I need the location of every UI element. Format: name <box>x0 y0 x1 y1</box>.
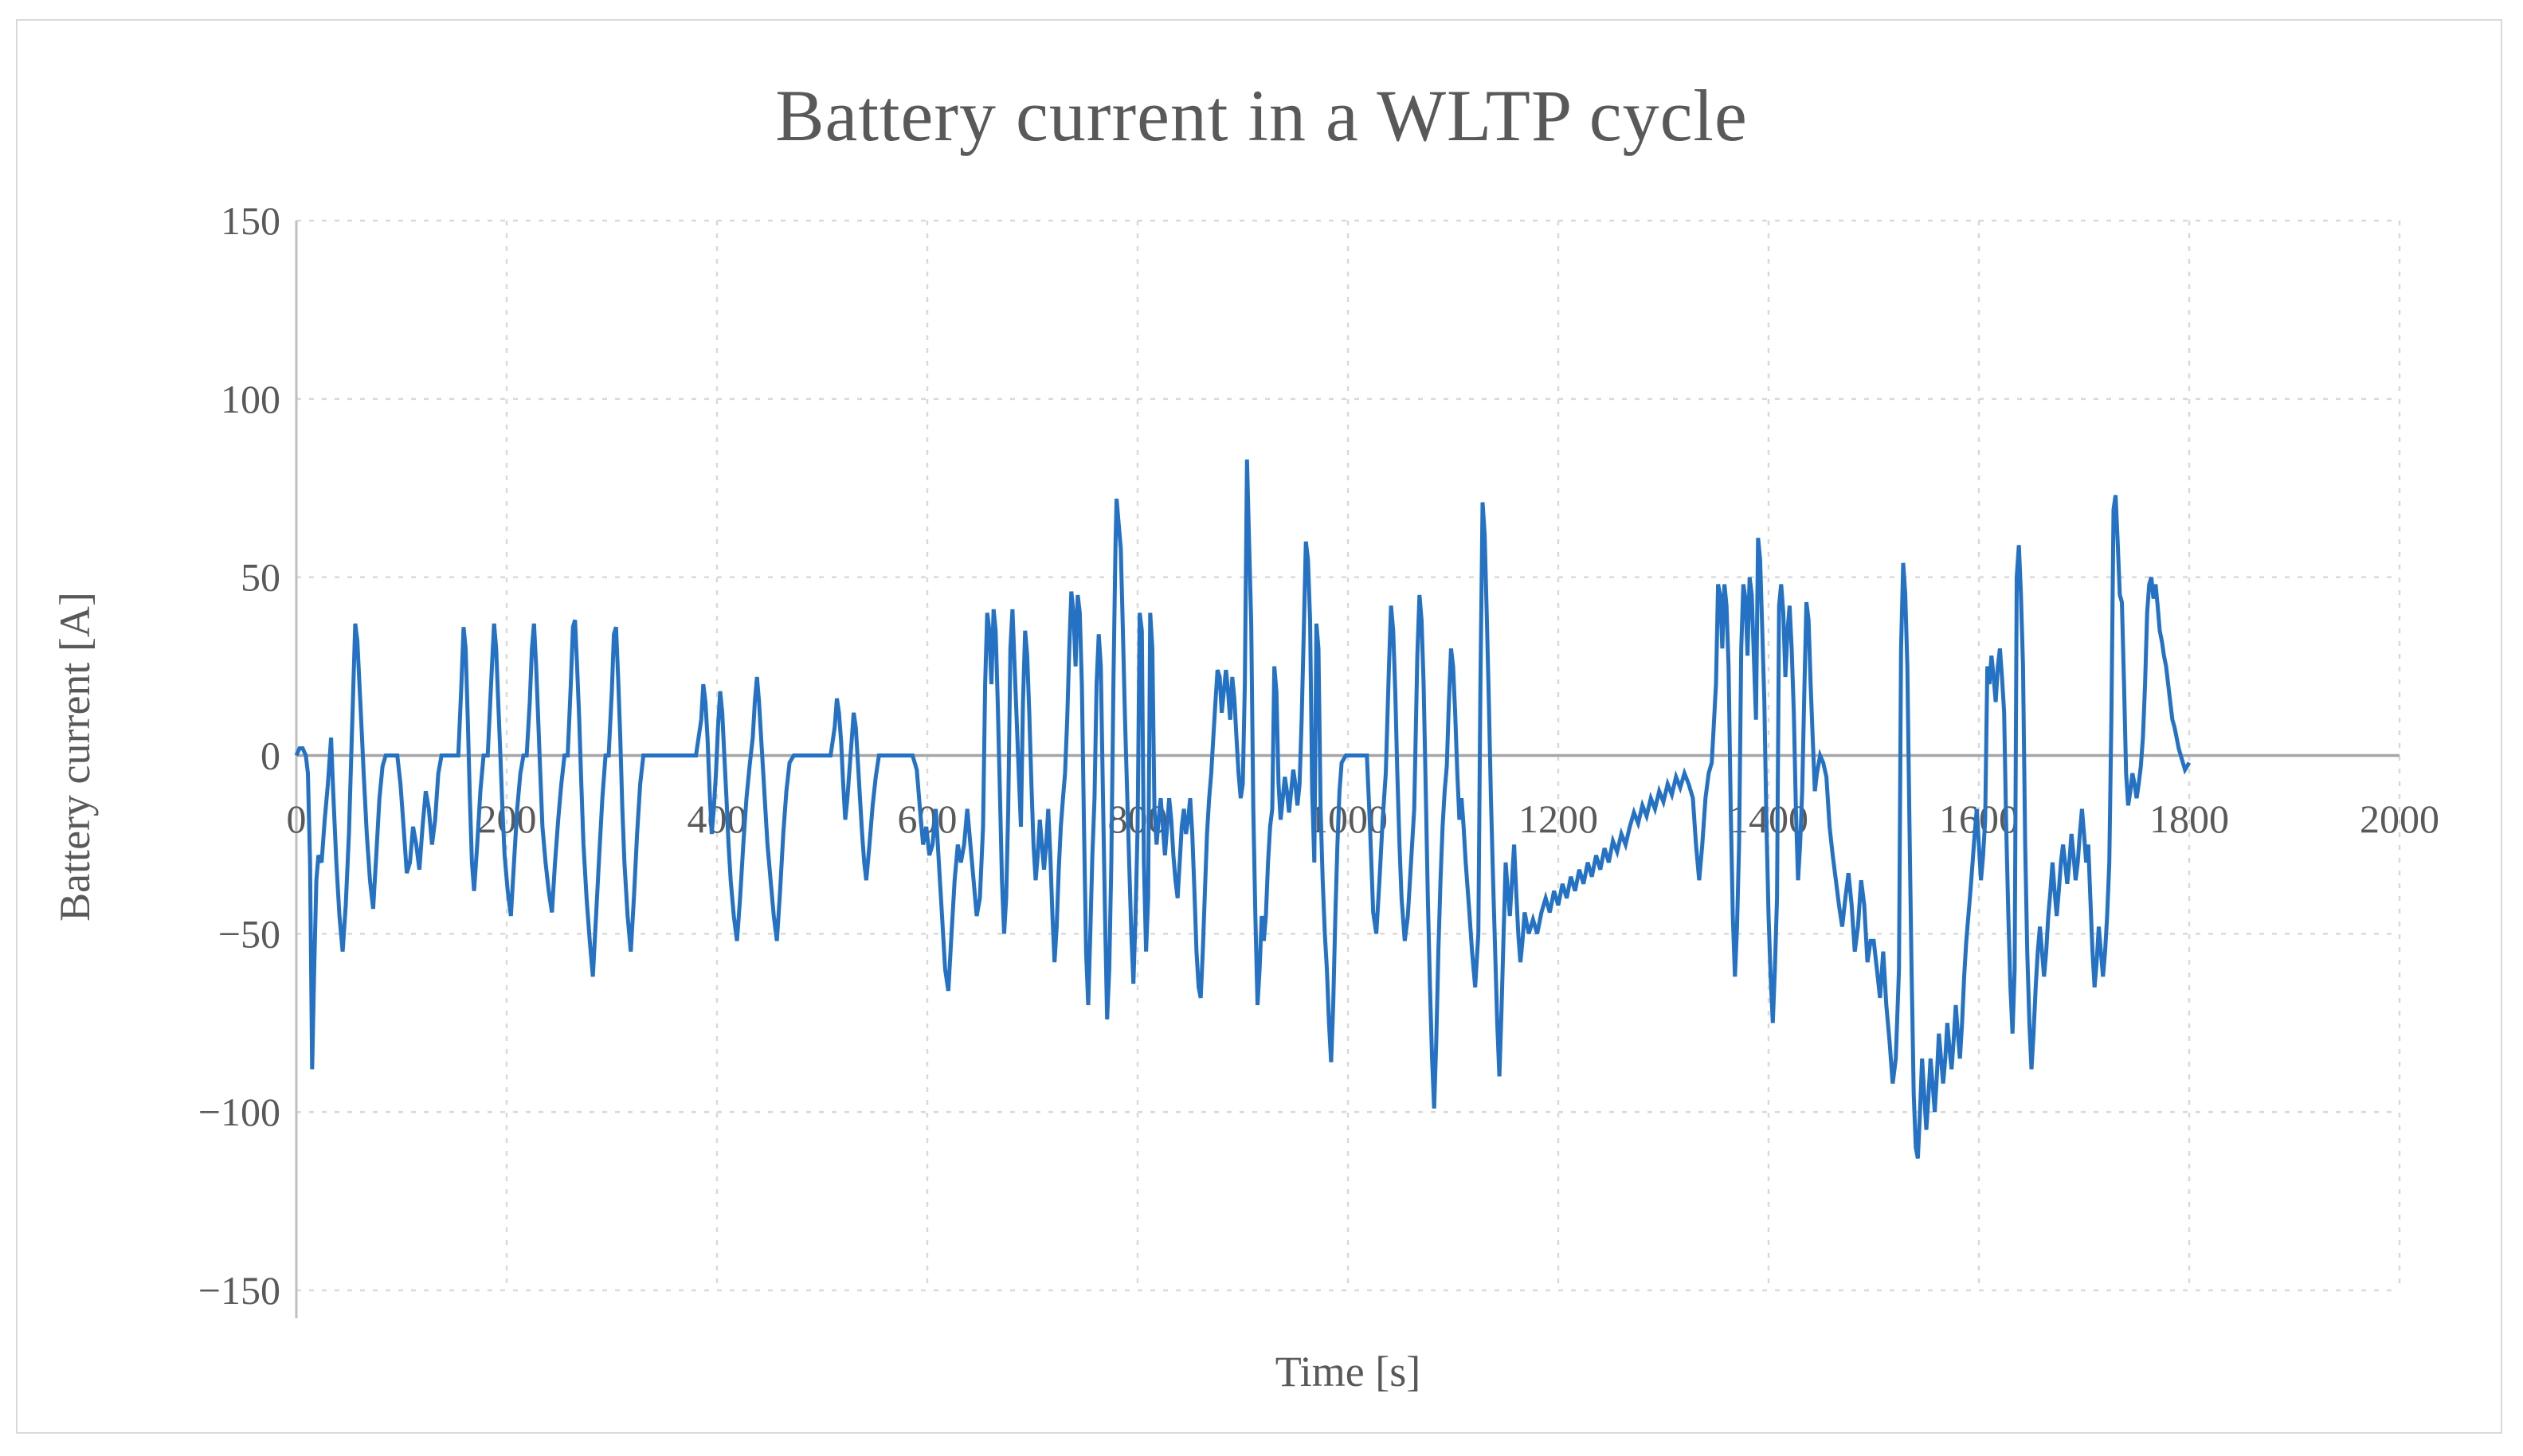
y-tick-label: 0 <box>261 734 280 778</box>
x-tick-label: 1800 <box>2149 796 2229 841</box>
x-tick-label: 400 <box>688 796 747 841</box>
y-tick-labels: 150 100 50 0 −50 −100 −150 <box>198 198 280 1313</box>
y-tick-label: −50 <box>218 911 280 956</box>
x-axis-title: Time [s] <box>1275 1348 1421 1395</box>
battery-current-series-line <box>294 459 2192 1159</box>
figure-border <box>16 19 2502 1434</box>
x-tick-label: 200 <box>477 796 537 841</box>
x-tick-label: 1200 <box>1518 796 1598 841</box>
y-tick-label: 50 <box>241 555 280 600</box>
y-tick-label: −150 <box>198 1268 280 1313</box>
chart-title: Battery current in a WLTP cycle <box>775 75 1748 156</box>
y-tick-label: 150 <box>221 198 280 243</box>
x-tick-label: 0 <box>287 796 307 841</box>
y-axis-title: Battery current [A] <box>51 592 99 922</box>
y-tick-label: 100 <box>221 377 280 421</box>
x-tick-label: 2000 <box>2360 796 2439 841</box>
x-tick-labels: 0 200 400 600 800 1000 1200 1400 1600 1800 2000 <box>287 796 2440 841</box>
y-tick-label: −100 <box>198 1090 280 1134</box>
